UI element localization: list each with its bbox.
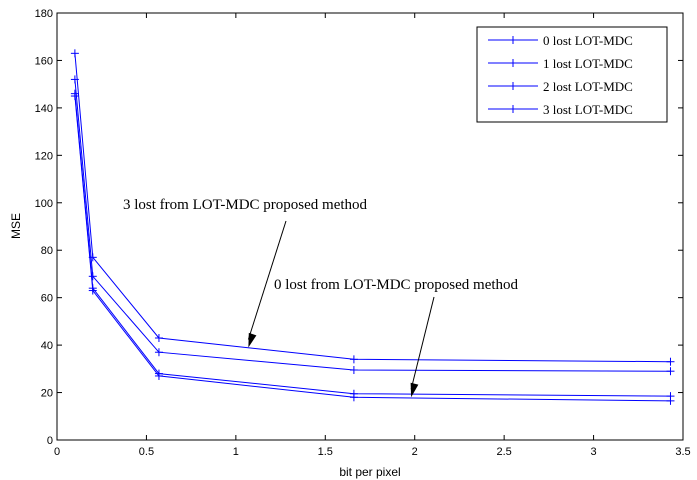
y-tick-label: 80 (41, 245, 53, 257)
y-tick-label: 180 (35, 8, 53, 20)
x-axis-label: bit per pixel (339, 465, 400, 479)
y-tick-label: 120 (35, 150, 53, 162)
annotation-arrow-head (248, 332, 257, 348)
legend-label: 2 lost LOT-MDC (543, 79, 633, 94)
x-axis-ticks: 0 0.5 1 1.5 2 2.5 3 3.5 (54, 13, 691, 458)
y-tick-label: 0 (47, 435, 53, 447)
y-tick-label: 60 (41, 293, 53, 305)
annotations: 3 lost from LOT-MDC proposed method 0 los… (123, 197, 519, 398)
y-tick-label: 140 (35, 103, 53, 115)
x-tick-label: 2 (412, 446, 418, 458)
x-tick-label: 3.5 (675, 446, 690, 458)
y-tick-label: 40 (41, 340, 53, 352)
x-tick-label: 0.5 (139, 446, 154, 458)
y-axis-ticks: 0 20 40 60 80 100 120 140 160 180 (35, 8, 683, 447)
annotation-arrow-line (410, 296, 435, 390)
x-tick-label: 1 (233, 446, 239, 458)
x-tick-label: 0 (54, 446, 60, 458)
annotation-arrow-head (410, 382, 419, 398)
x-tick-label: 1.5 (318, 446, 333, 458)
x-tick-label: 2.5 (496, 446, 511, 458)
y-tick-label: 160 (35, 55, 53, 67)
series-layer (70, 49, 675, 405)
legend-label: 0 lost LOT-MDC (543, 33, 633, 48)
annotation-arrow-line (247, 220, 287, 340)
y-axis-label: MSE (9, 213, 23, 239)
y-tick-label: 20 (41, 388, 53, 400)
series-1 (70, 89, 675, 401)
legend: 0 lost LOT-MDC 1 lost LOT-MDC 2 lost LOT-M… (476, 26, 668, 123)
y-tick-label: 100 (35, 198, 53, 210)
annotation-text: 3 lost from LOT-MDC proposed method (123, 197, 368, 213)
legend-box (476, 26, 668, 123)
x-tick-label: 3 (591, 446, 597, 458)
legend-label: 3 lost LOT-MDC (543, 102, 633, 117)
annotation-text: 0 lost from LOT-MDC proposed method (274, 277, 519, 293)
legend-label: 1 lost LOT-MDC (543, 56, 633, 71)
series-3 (70, 49, 675, 366)
